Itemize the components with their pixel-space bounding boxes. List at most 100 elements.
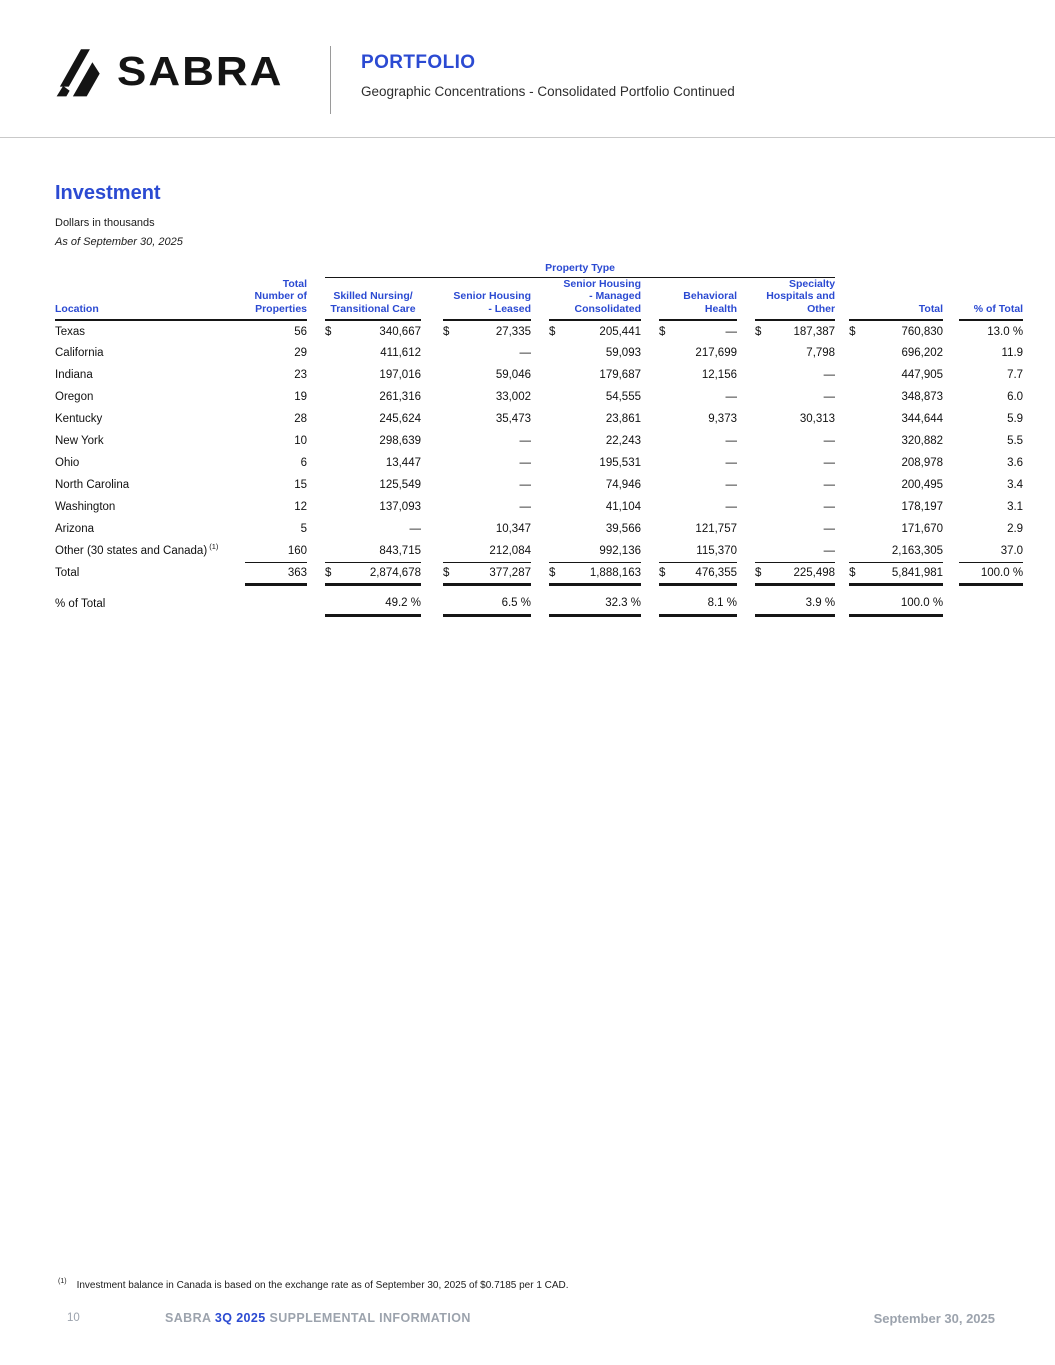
percent-value-cell: 49.2 % bbox=[325, 584, 421, 617]
section-subtitle: Geographic Concentrations - Consolidated… bbox=[361, 84, 735, 99]
column-header: Senior Housing - Leased bbox=[443, 277, 531, 322]
money-cell: 59,093 bbox=[605, 347, 641, 360]
spacer-cell bbox=[531, 474, 549, 496]
spacer-cell bbox=[421, 364, 443, 386]
spacer-cell bbox=[835, 496, 849, 518]
money-cell: 212,084 bbox=[443, 540, 531, 563]
footer-label: SUPPLEMENTAL INFORMATION bbox=[269, 1311, 471, 1325]
header-divider bbox=[330, 46, 331, 114]
sabra-logo: SABRA bbox=[55, 44, 317, 100]
money-cell: 10,347 bbox=[495, 523, 531, 536]
percent-value-cell: 8.1 % bbox=[659, 584, 737, 617]
spacer-cell bbox=[737, 452, 755, 474]
money-cell: — bbox=[823, 479, 836, 492]
spacer-cell bbox=[531, 430, 549, 452]
spacer-cell bbox=[943, 430, 959, 452]
money-cell: $ — bbox=[659, 325, 737, 338]
spacer-cell bbox=[641, 562, 659, 584]
properties-cell: 6 bbox=[300, 457, 307, 470]
money-cell: 217,699 bbox=[695, 347, 737, 360]
money-cell: 171,670 bbox=[901, 523, 944, 536]
table-row: Indiana 23 197,016 59,046 179,687 12,156 — 447,… bbox=[55, 364, 1023, 386]
money-cell: — bbox=[755, 540, 836, 563]
column-header: Location bbox=[55, 277, 245, 322]
money-cell: 200,495 bbox=[901, 479, 944, 492]
percent-cell: 100.0 % bbox=[959, 562, 1024, 586]
money-cell: 22,243 bbox=[605, 435, 641, 448]
spacer-cell bbox=[307, 430, 325, 452]
page-header: SABRA bbox=[55, 44, 317, 100]
money-cell: 137,093 bbox=[379, 501, 421, 514]
table-row: Arizona 5 — 10,347 39,566 121,757 — 171,670 2.9 bbox=[55, 518, 1023, 540]
money-cell: 992,136 bbox=[549, 540, 641, 563]
spacer-cell bbox=[737, 320, 755, 342]
spacer-cell bbox=[943, 277, 959, 320]
spacer-cell bbox=[641, 408, 659, 430]
spacer-cell bbox=[835, 386, 849, 408]
spacer-cell bbox=[307, 408, 325, 430]
spacer-cell bbox=[307, 584, 325, 615]
table-group-header-row: Property Type bbox=[55, 255, 1023, 278]
header-rule bbox=[0, 137, 1055, 138]
percent-cell: 11.9 bbox=[1001, 347, 1024, 360]
percent-cell: 37.0 bbox=[959, 540, 1024, 563]
spacer-cell bbox=[737, 496, 755, 518]
money-cell: — bbox=[519, 457, 532, 470]
spacer-cell bbox=[835, 540, 849, 562]
table-row: New York 10 298,639 — 22,243 — — 320,882 5.5 bbox=[55, 430, 1023, 452]
spacer-cell bbox=[55, 255, 325, 277]
spacer-cell bbox=[641, 320, 659, 342]
spacer-cell bbox=[641, 342, 659, 364]
spacer-cell bbox=[835, 320, 849, 342]
footer-brand: SABRA bbox=[165, 1311, 211, 1325]
money-cell: 179,687 bbox=[599, 369, 641, 382]
footnote: (1) Investment balance in Canada is base… bbox=[58, 1278, 569, 1291]
money-cell: $205,441 bbox=[549, 325, 641, 338]
section-header: PORTFOLIO Geographic Concentrations - Co… bbox=[361, 52, 735, 99]
spacer-cell bbox=[943, 386, 959, 408]
location-cell: Indiana bbox=[55, 369, 93, 382]
money-cell: — bbox=[725, 479, 738, 492]
percent-cell: 3.6 bbox=[1007, 457, 1024, 470]
percent-cell: 2.9 bbox=[1007, 523, 1024, 536]
properties-cell: 363 bbox=[245, 562, 307, 586]
percent-value-cell: 3.9 % bbox=[755, 584, 836, 617]
money-cell: — bbox=[823, 501, 836, 514]
spacer-cell bbox=[421, 342, 443, 364]
money-cell: — bbox=[823, 523, 836, 536]
money-cell: 54,555 bbox=[605, 391, 641, 404]
money-cell: $476,355 bbox=[659, 562, 737, 586]
footer-date: September 30, 2025 bbox=[873, 1311, 995, 1326]
spacer-cell bbox=[531, 364, 549, 386]
money-cell: $340,667 bbox=[325, 325, 421, 338]
money-cell: 447,905 bbox=[901, 369, 944, 382]
spacer-cell bbox=[737, 408, 755, 430]
spacer-cell bbox=[531, 584, 549, 615]
spacer-cell bbox=[531, 562, 549, 584]
spacer-cell bbox=[421, 496, 443, 518]
money-cell: 411,612 bbox=[380, 347, 421, 360]
spacer-cell bbox=[737, 562, 755, 584]
table-row: North Carolina 15 125,549 — 74,946 — — 200,495 3… bbox=[55, 474, 1023, 496]
table-row: Oregon 19 261,316 33,002 54,555 — — 348,873 6.0 bbox=[55, 386, 1023, 408]
spacer-cell bbox=[835, 342, 849, 364]
spacer-cell bbox=[943, 584, 959, 615]
spacer-cell bbox=[943, 562, 959, 584]
spacer-cell bbox=[943, 540, 959, 562]
properties-cell: 12 bbox=[294, 501, 307, 514]
percent-cell: 6.0 bbox=[1007, 391, 1024, 404]
spacer-cell bbox=[421, 277, 443, 320]
spacer-cell bbox=[835, 518, 849, 540]
location-cell: Kentucky bbox=[55, 413, 103, 426]
spacer-cell bbox=[641, 386, 659, 408]
spacer-cell bbox=[531, 452, 549, 474]
money-cell: 298,639 bbox=[379, 435, 421, 448]
properties-cell: 15 bbox=[294, 479, 307, 492]
spacer-cell bbox=[943, 496, 959, 518]
spacer-cell bbox=[835, 408, 849, 430]
spacer-cell bbox=[835, 452, 849, 474]
spacer-cell bbox=[835, 562, 849, 584]
spacer-cell bbox=[641, 474, 659, 496]
location-cell: Washington bbox=[55, 501, 116, 514]
spacer-cell bbox=[531, 277, 549, 320]
